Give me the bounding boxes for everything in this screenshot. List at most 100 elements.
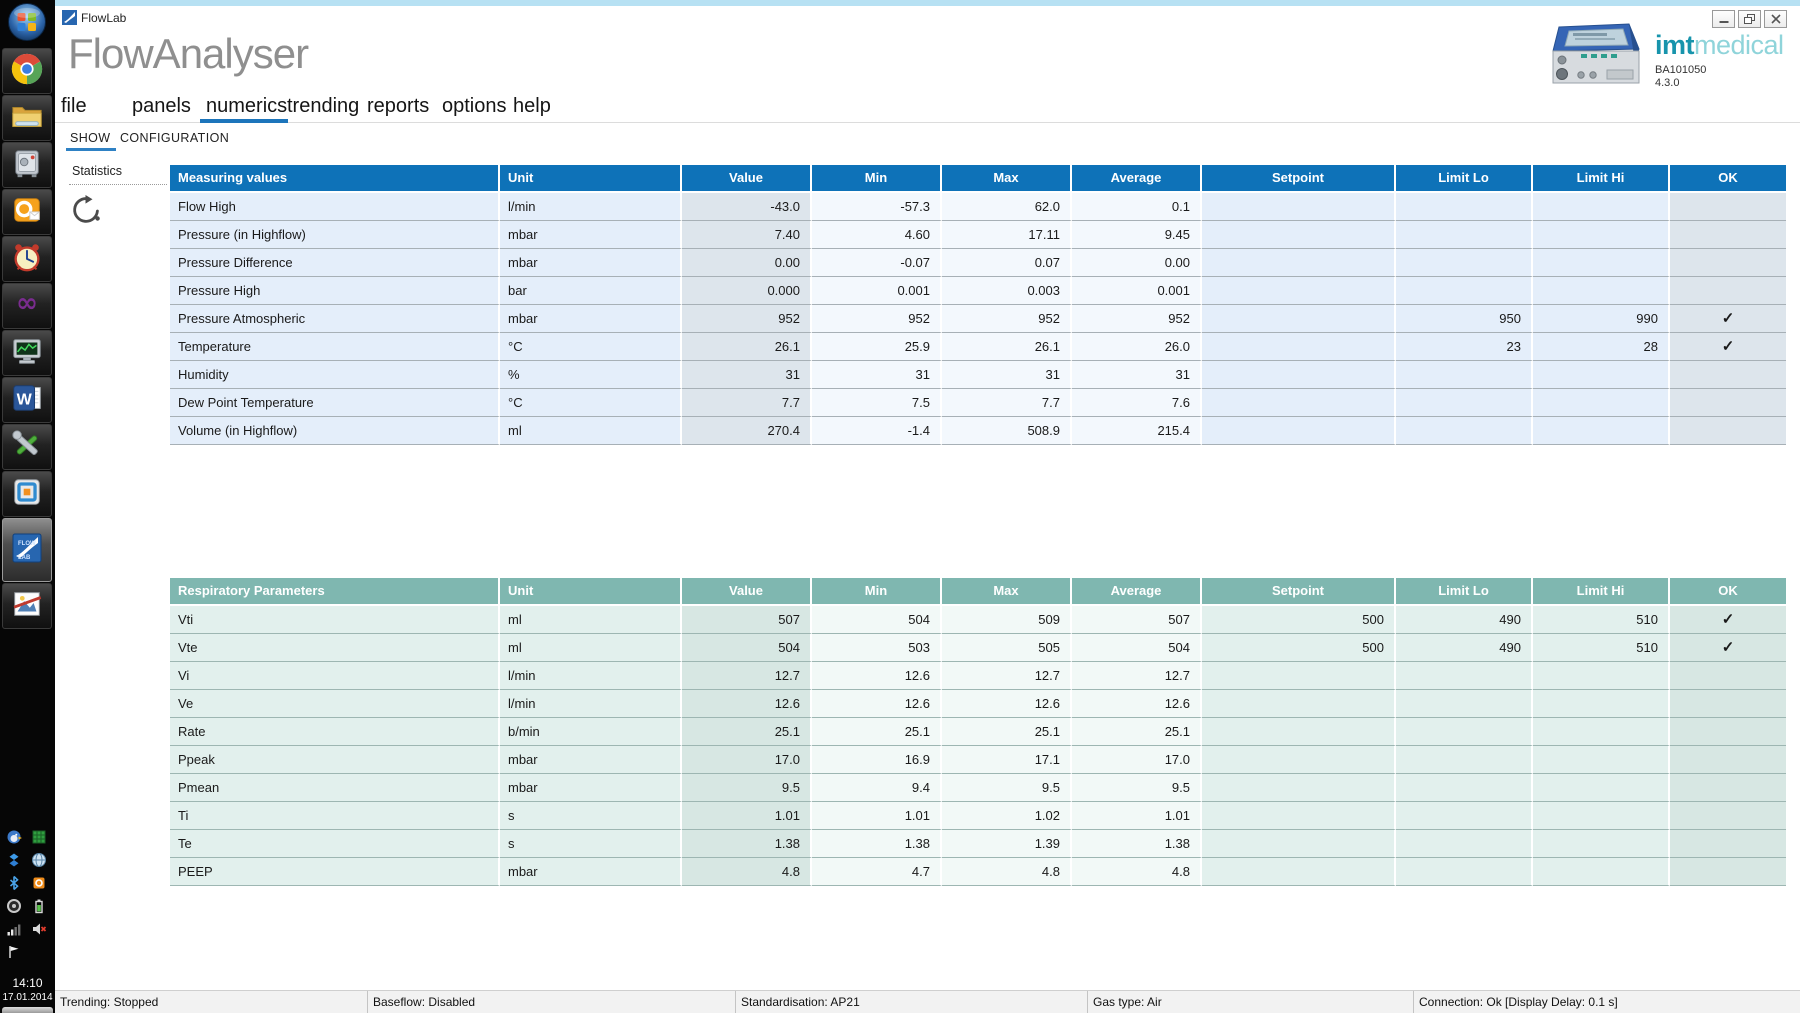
cell-setpoint: [1202, 361, 1396, 389]
column-header-limit_lo: Limit Lo: [1396, 578, 1533, 606]
taskbar-item-safe[interactable]: [2, 142, 52, 188]
menu-help[interactable]: help: [513, 95, 551, 117]
flag-tray-icon[interactable]: [5, 943, 23, 961]
column-header-setpoint: Setpoint: [1202, 165, 1396, 193]
cell-min: 12.6: [812, 662, 942, 690]
cell-limit_lo: [1396, 221, 1533, 249]
menu-reports[interactable]: reports: [367, 95, 430, 117]
cell-unit: s: [500, 830, 682, 858]
battery-tray-icon[interactable]: [30, 897, 48, 915]
cell-value: 17.0: [682, 746, 812, 774]
menu-panels[interactable]: panels: [132, 95, 191, 117]
cell-unit: °C: [500, 333, 682, 361]
knob-tray-icon[interactable]: [5, 897, 23, 915]
cell-name: Pmean: [170, 774, 500, 802]
taskbar-item-flowlab-active[interactable]: FLOW LAB: [2, 518, 52, 582]
refresh-button[interactable]: [71, 195, 101, 225]
taskbar-item-vmware[interactable]: [2, 471, 52, 517]
cell-ok: [1670, 830, 1786, 858]
cell-limit_hi: [1533, 774, 1670, 802]
cell-name: PEEP: [170, 858, 500, 886]
cell-max: 25.1: [942, 718, 1072, 746]
restore-button[interactable]: [1738, 10, 1761, 28]
monitor-graph-icon: [10, 334, 44, 373]
cell-limit_hi: [1533, 389, 1670, 417]
taskbar-item-image-editor[interactable]: [2, 583, 52, 629]
cell-limit_hi: [1533, 193, 1670, 221]
device-code: BA101050: [1655, 64, 1707, 76]
cell-limit_lo: [1396, 690, 1533, 718]
close-button[interactable]: [1764, 10, 1787, 28]
taskbar-item-visual-studio[interactable]: ∞: [2, 283, 52, 329]
safe-icon: [10, 146, 44, 185]
cell-limit_lo: [1396, 277, 1533, 305]
cell-average: 7.6: [1072, 389, 1202, 417]
status-gas-type: Gas type: Air: [1087, 991, 1413, 1013]
cell-limit_lo: [1396, 746, 1533, 774]
cell-name: Ve: [170, 690, 500, 718]
cell-setpoint: 500: [1202, 634, 1396, 662]
flowlab-titlebar-icon: [62, 10, 77, 25]
green-grid-tray-icon[interactable]: [30, 828, 48, 846]
minimize-button[interactable]: [1712, 10, 1735, 28]
bird-tray-icon[interactable]: [5, 828, 23, 846]
cell-max: 508.9: [942, 417, 1072, 445]
signal-bars-tray-icon[interactable]: [5, 920, 23, 938]
cell-average: 9.45: [1072, 221, 1202, 249]
taskbar-clock[interactable]: 14:10 17.01.2014: [0, 976, 55, 1003]
menu-numerics[interactable]: numerics: [206, 95, 288, 117]
cell-name: Flow High: [170, 193, 500, 221]
cell-min: 7.5: [812, 389, 942, 417]
cell-ok: [1670, 193, 1786, 221]
windows-start-icon: [6, 1, 48, 48]
cell-unit: ml: [500, 634, 682, 662]
menu-file[interactable]: file: [61, 95, 87, 117]
cell-unit: l/min: [500, 193, 682, 221]
taskbar-item-alarm-clock[interactable]: [2, 236, 52, 282]
network-globe-tray-icon[interactable]: [30, 851, 48, 869]
taskbar-item-outlook[interactable]: [2, 189, 52, 235]
bluetooth-tray-icon[interactable]: [5, 874, 23, 892]
dropbox-tray-icon[interactable]: [5, 851, 23, 869]
taskbar-item-tools[interactable]: [2, 424, 52, 470]
statistics-label: Statistics: [72, 164, 123, 178]
table-title: Measuring values: [170, 165, 500, 193]
menu-trending[interactable]: trending: [287, 95, 360, 117]
start-button[interactable]: [2, 1, 52, 47]
imtmedical-logo: imtmedical: [1655, 30, 1784, 60]
taskbar-item-system-monitor[interactable]: [2, 330, 52, 376]
cell-value: 1.01: [682, 802, 812, 830]
orange-app-tray-icon[interactable]: [30, 874, 48, 892]
taskbar-item-chrome[interactable]: [2, 48, 52, 94]
cell-setpoint: [1202, 718, 1396, 746]
cell-average: 12.7: [1072, 662, 1202, 690]
cell-min: 16.9: [812, 746, 942, 774]
menu-options[interactable]: options: [442, 95, 507, 117]
cell-name: Rate: [170, 718, 500, 746]
cell-min: 0.001: [812, 277, 942, 305]
cell-limit_hi: 510: [1533, 606, 1670, 634]
cell-max: 505: [942, 634, 1072, 662]
cell-unit: mbar: [500, 774, 682, 802]
tab-show[interactable]: SHOW: [70, 131, 111, 145]
taskbar-item-word[interactable]: W: [2, 377, 52, 423]
cell-value: 1.38: [682, 830, 812, 858]
cell-unit: ml: [500, 417, 682, 445]
cell-name: Humidity: [170, 361, 500, 389]
cell-limit_lo: [1396, 389, 1533, 417]
taskbar-item-file-explorer[interactable]: [2, 95, 52, 141]
cell-setpoint: [1202, 858, 1396, 886]
cell-setpoint: [1202, 774, 1396, 802]
window-controls: [1712, 10, 1787, 28]
outlook-icon: [10, 193, 44, 232]
cell-min: 504: [812, 606, 942, 634]
cell-unit: mbar: [500, 305, 682, 333]
cell-name: Volume (in Highflow): [170, 417, 500, 445]
window-top-strip: [55, 0, 1800, 6]
svg-text:FLOW: FLOW: [18, 541, 36, 547]
muted-speaker-tray-icon[interactable]: [30, 920, 48, 938]
table-title: Respiratory Parameters: [170, 578, 500, 606]
tab-configuration[interactable]: CONFIGURATION: [120, 131, 230, 145]
cell-setpoint: [1202, 389, 1396, 417]
column-header-setpoint: Setpoint: [1202, 578, 1396, 606]
